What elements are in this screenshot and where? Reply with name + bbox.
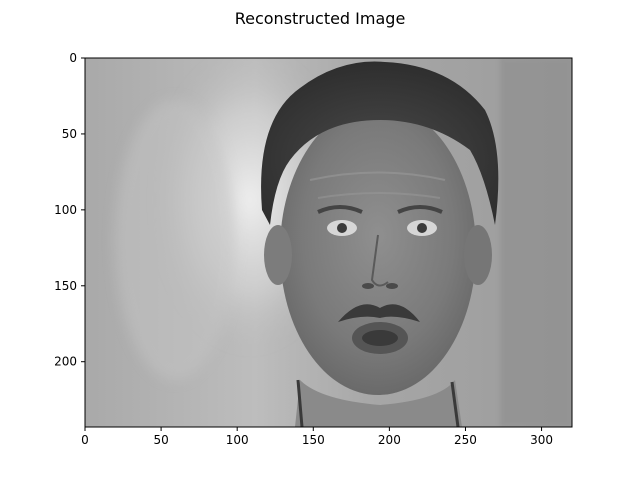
plot-title: Reconstructed Image [235, 9, 406, 28]
x-tick-label: 300 [530, 433, 553, 447]
x-tick-label: 50 [153, 433, 168, 447]
collar-left [296, 379, 304, 427]
pupil-left [337, 223, 347, 233]
x-tick-label: 150 [302, 433, 325, 447]
mustache [338, 304, 420, 322]
x-tick-label: 0 [81, 433, 89, 447]
x-tick-label: 100 [226, 433, 249, 447]
pupil-right [417, 223, 427, 233]
ghost-shadow [115, 100, 235, 380]
brow-left [317, 205, 363, 214]
axes-frame [84, 57, 573, 428]
nostril-right [386, 283, 398, 289]
collar-right [450, 381, 460, 427]
mouth-opening [362, 330, 398, 346]
y-tick-label: 50 [62, 127, 77, 141]
nose [370, 234, 389, 287]
y-tick-label: 100 [54, 203, 77, 217]
x-axis: 0 50 100 150 200 250 300 [81, 427, 553, 447]
x-tick-label: 200 [378, 433, 401, 447]
forehead-wrinkle [317, 192, 441, 199]
wall-texture [500, 58, 572, 427]
neck-shirt [295, 380, 462, 427]
ear-left [264, 225, 292, 285]
y-axis: 0 50 100 150 200 [54, 51, 85, 369]
y-tick-label: 200 [54, 355, 77, 369]
reconstructed-image [85, 58, 572, 427]
brow-right [397, 205, 443, 214]
y-tick-label: 0 [69, 51, 77, 65]
hair [261, 61, 499, 225]
y-tick-label: 150 [54, 279, 77, 293]
nostril-left [362, 283, 374, 289]
forehead-wrinkle [309, 171, 446, 181]
x-tick-label: 250 [454, 433, 477, 447]
ear-right [464, 225, 492, 285]
